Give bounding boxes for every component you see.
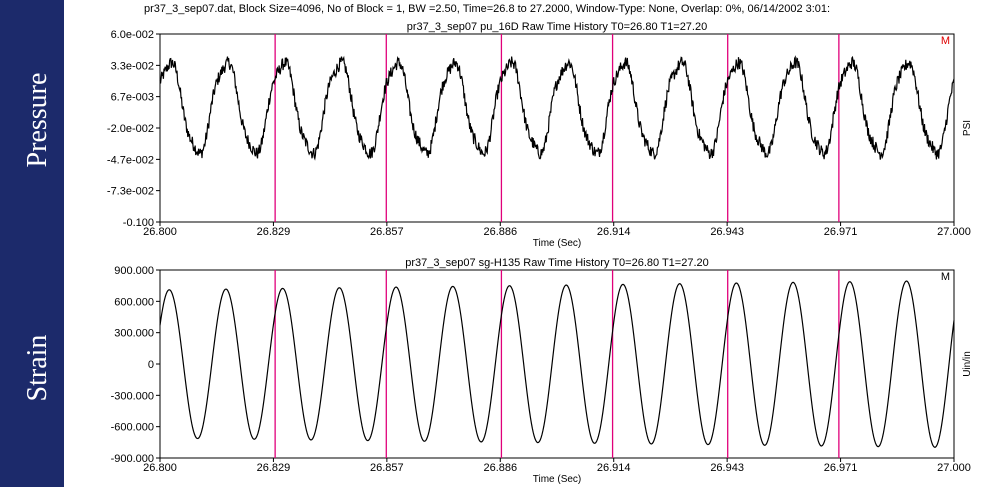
strain-y-tick-label: -300.000 xyxy=(111,390,154,402)
strain-y-tick-label: 0 xyxy=(148,359,154,371)
strain-side-label: Strain xyxy=(22,334,53,402)
pressure-y-axis-label: PSI xyxy=(962,120,973,136)
pressure-y-tick-label: -7.3e-002 xyxy=(107,186,154,198)
strain-y-tick-label: 300.000 xyxy=(114,328,154,340)
strain-x-axis-label: Time (Sec) xyxy=(533,474,582,485)
pressure-m-flag: M xyxy=(941,35,950,47)
strain-x-tick-label: 26.914 xyxy=(597,462,631,474)
pressure-side-label: Pressure xyxy=(22,72,53,168)
pressure-panel: pr37_3_sep07 pu_16D Raw Time History T0=… xyxy=(107,21,973,249)
strain-m-flag: M xyxy=(941,271,950,283)
strain-x-tick-label: 26.829 xyxy=(257,462,291,474)
pressure-x-tick-label: 26.800 xyxy=(143,226,177,238)
strain-chart-title: pr37_3_sep07 sg-H135 Raw Time History T0… xyxy=(405,257,709,269)
pressure-signal-trace xyxy=(159,55,955,161)
strain-y-axis-label: Uin/in xyxy=(962,351,973,377)
strain-x-tick-label: 27.000 xyxy=(937,462,971,474)
pressure-x-tick-label: 26.886 xyxy=(483,226,517,238)
pressure-x-tick-label: 27.000 xyxy=(937,226,971,238)
pressure-y-tick-label: -4.7e-002 xyxy=(107,154,154,166)
pressure-x-axis-label: Time (Sec) xyxy=(533,238,582,249)
pressure-x-tick-label: 26.943 xyxy=(710,226,744,238)
strain-signal-trace xyxy=(159,280,955,448)
strain-y-tick-label: 600.000 xyxy=(114,296,154,308)
pressure-x-tick-label: 26.914 xyxy=(597,226,631,238)
strain-panel: pr37_3_sep07 sg-H135 Raw Time History T0… xyxy=(111,257,973,485)
strain-x-tick-label: 26.857 xyxy=(370,462,404,474)
file-header: pr37_3_sep07.dat, Block Size=4096, No of… xyxy=(144,3,830,15)
strain-y-tick-label: -900.000 xyxy=(111,453,154,465)
pressure-x-tick-label: 26.971 xyxy=(824,226,858,238)
time-history-figure: pr37_3_sep07.dat, Block Size=4096, No of… xyxy=(64,0,984,487)
charts-svg: pr37_3_sep07.dat, Block Size=4096, No of… xyxy=(107,3,973,485)
strain-x-tick-label: 26.886 xyxy=(483,462,517,474)
strain-y-tick-label: 900.000 xyxy=(114,265,154,277)
pressure-y-tick-label: -2.0e-002 xyxy=(107,123,154,135)
pressure-x-tick-label: 26.829 xyxy=(257,226,291,238)
strain-x-tick-label: 26.971 xyxy=(824,462,858,474)
pressure-y-tick-label: 6.0e-002 xyxy=(111,29,154,41)
pressure-y-tick-label: 6.7e-003 xyxy=(111,92,154,104)
strain-x-tick-label: 26.800 xyxy=(143,462,177,474)
pressure-plot-frame xyxy=(159,33,955,223)
strain-x-tick-label: 26.943 xyxy=(710,462,744,474)
pressure-chart-title: pr37_3_sep07 pu_16D Raw Time History T0=… xyxy=(407,21,707,33)
pressure-y-tick-label: 3.3e-002 xyxy=(111,60,154,72)
strain-plot-frame xyxy=(159,269,955,459)
strain-y-tick-label: -600.000 xyxy=(111,422,154,434)
pressure-y-tick-label: -0.100 xyxy=(123,217,154,229)
pressure-x-tick-label: 26.857 xyxy=(370,226,404,238)
